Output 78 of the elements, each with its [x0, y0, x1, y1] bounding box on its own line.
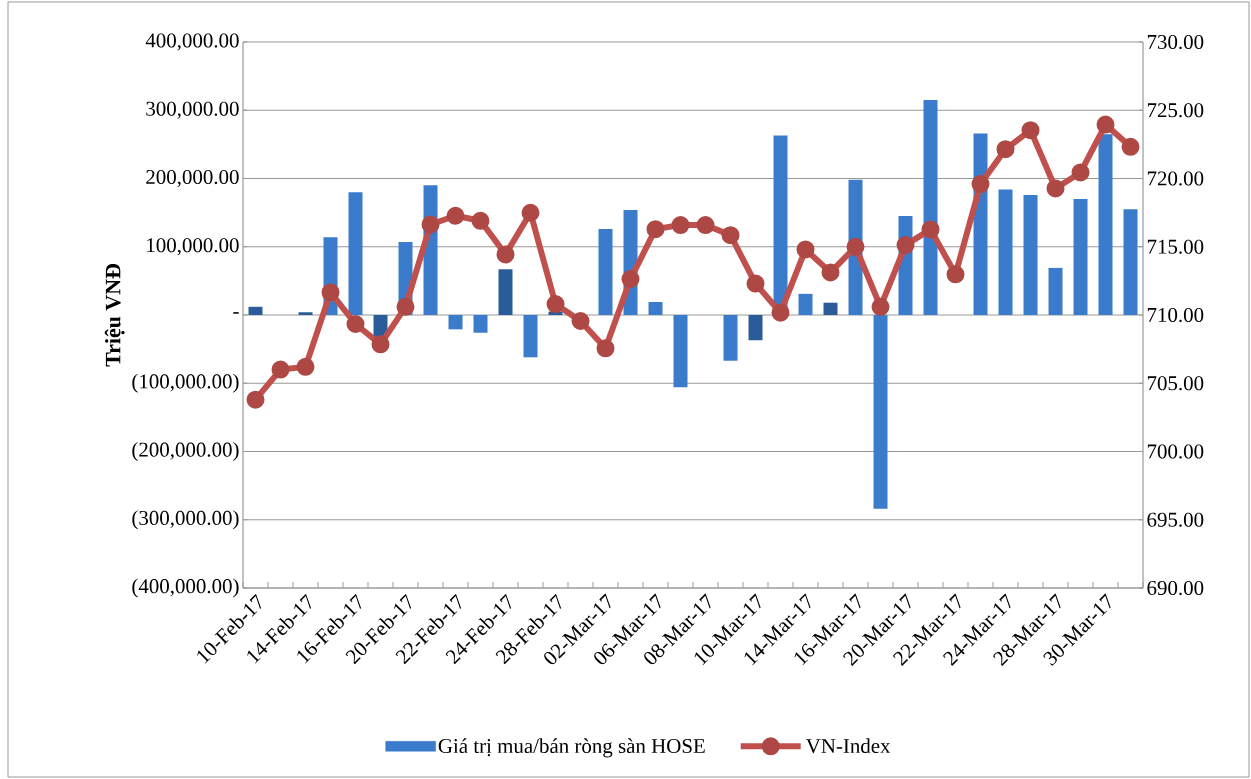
y-tick-label: 400,000.00: [145, 33, 239, 51]
point: [846, 237, 865, 256]
point: [271, 360, 290, 379]
bar: [823, 302, 838, 315]
y-tick-label: (100,000.00): [132, 373, 239, 393]
bar: [523, 315, 538, 358]
bar: [1048, 267, 1063, 315]
y2-tick-label: 720.00: [1147, 171, 1204, 186]
point: [396, 297, 415, 316]
y2-tick-label: 710.00: [1147, 307, 1204, 323]
y-tick-label: 300,000.00: [146, 101, 239, 119]
point: [971, 175, 990, 194]
point: [1021, 121, 1040, 140]
y-tick-label: (300,000.00): [132, 510, 239, 530]
y-tick-label: 100,000.00: [147, 238, 239, 256]
bar: [1098, 134, 1113, 315]
point: [346, 315, 365, 334]
point: [446, 206, 465, 225]
bar: [723, 315, 738, 361]
y-tick-label: 200,000.00: [146, 169, 239, 188]
point: [546, 295, 565, 314]
point: [1096, 115, 1115, 134]
y2-tick-label: 705.00: [1147, 376, 1204, 391]
point: [296, 357, 315, 376]
point: [721, 226, 740, 245]
point: [571, 312, 590, 330]
bar: [448, 315, 463, 330]
bar: [998, 189, 1013, 315]
bar: [673, 315, 688, 388]
point: [896, 236, 915, 255]
point: [821, 263, 840, 282]
point: [471, 211, 490, 230]
point: [746, 274, 765, 293]
bar: [798, 293, 813, 315]
point: [496, 245, 515, 264]
bar: [248, 306, 263, 315]
y2-tick-label: 695.00: [1147, 512, 1204, 527]
bar: [473, 315, 488, 333]
bar: [498, 269, 513, 315]
bar: [298, 312, 313, 315]
bar: [748, 315, 763, 341]
bar: [1023, 194, 1038, 315]
y-tick-label: (200,000.00): [132, 442, 239, 461]
y2-tick-label: 690.00: [1147, 580, 1204, 596]
bar: [598, 229, 613, 315]
point: [946, 265, 965, 284]
point: [371, 335, 390, 354]
point: [996, 140, 1015, 159]
point: [671, 216, 690, 235]
point: [246, 390, 265, 409]
point: [871, 297, 890, 316]
y2-tick-label: 730.00: [1147, 34, 1204, 50]
point: [1046, 179, 1065, 198]
legend-label: Giá trị mua/bán ròng sàn HOSE: [438, 738, 705, 758]
point: [521, 203, 540, 222]
y2-tick-label: 700.00: [1147, 444, 1204, 459]
bar: [1073, 198, 1088, 315]
y-axis-title: Triệu VNĐ: [104, 264, 125, 367]
point: [796, 240, 815, 259]
bar: [1123, 209, 1138, 315]
point: [1071, 163, 1090, 182]
point: [421, 215, 440, 234]
point: [771, 303, 790, 322]
y-tick-label: -: [233, 312, 239, 314]
legend-label: VN-Index: [805, 738, 891, 754]
y2-tick-label: 725.00: [1147, 103, 1204, 118]
bar: [923, 100, 938, 315]
point: [621, 270, 640, 289]
bar: [648, 302, 663, 315]
y2-tick-label: 715.00: [1147, 239, 1204, 254]
point: [646, 220, 665, 239]
point: [1121, 137, 1140, 156]
bar: [873, 315, 888, 509]
point: [321, 283, 340, 302]
point: [696, 216, 715, 235]
point: [596, 339, 615, 358]
bar: [348, 192, 363, 315]
point: [921, 220, 940, 239]
